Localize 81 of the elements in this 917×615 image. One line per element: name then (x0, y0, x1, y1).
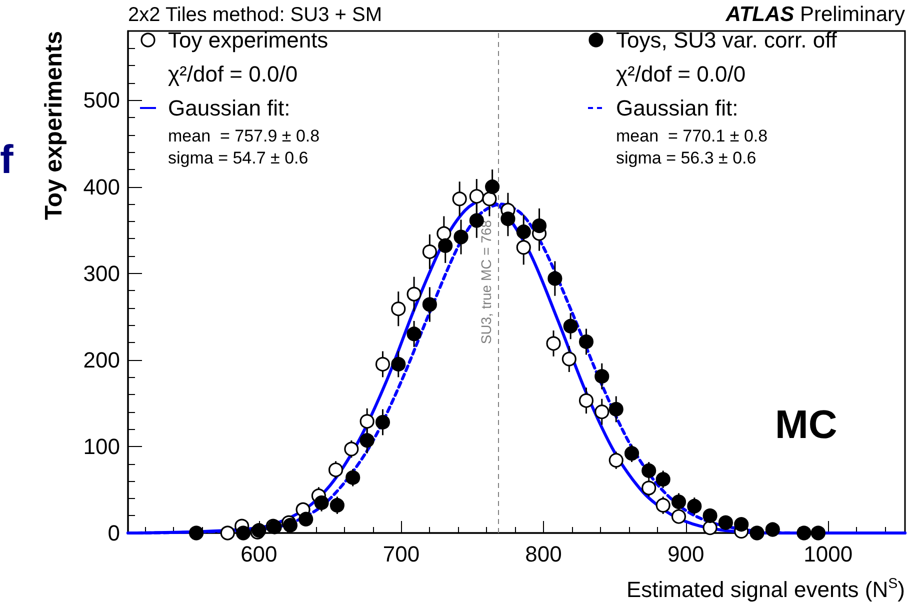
point (314, 495, 329, 510)
point (656, 472, 670, 487)
point (624, 446, 640, 461)
point (594, 404, 610, 420)
chart-title: 2x2 Tiles method: SU3 + SM (128, 4, 382, 26)
x-tick-label: 800 (525, 542, 562, 566)
point (220, 526, 235, 540)
point (578, 334, 594, 350)
point (765, 522, 780, 537)
point (548, 271, 562, 286)
point (594, 369, 610, 384)
text: f (0, 138, 14, 182)
point (438, 238, 453, 253)
point (375, 414, 390, 430)
point (482, 192, 497, 206)
point (422, 297, 437, 312)
point (346, 470, 360, 485)
y-axis-title: Toy experiments (40, 31, 68, 220)
point (344, 442, 359, 456)
y-tick-label: 200 (83, 347, 120, 372)
point (406, 286, 422, 302)
point (562, 352, 576, 366)
annotation: mean = 757.9 ± 0.8 (168, 126, 320, 146)
point (702, 520, 718, 536)
point (578, 393, 594, 408)
annotation: χ²/dof = 0.0/0 (168, 62, 298, 86)
legend-label: Gaussian fit: (168, 96, 290, 120)
point (810, 526, 826, 540)
point (406, 326, 422, 342)
annotation: χ²/dof = 0.0/0 (616, 62, 746, 86)
point (687, 498, 702, 514)
point (454, 230, 468, 244)
annotation: sigma = 54.7 ± 0.6 (168, 148, 308, 168)
point (563, 318, 578, 334)
point (360, 433, 374, 448)
point (452, 192, 467, 206)
point (500, 212, 516, 226)
point (391, 302, 406, 316)
point (282, 518, 298, 533)
point (436, 226, 452, 241)
point (236, 526, 251, 540)
point (189, 526, 204, 540)
point (298, 512, 314, 526)
point (656, 498, 670, 513)
x-tick-label: 700 (382, 542, 420, 566)
point (469, 189, 484, 204)
point (330, 498, 344, 513)
point (702, 508, 718, 523)
point (750, 526, 764, 540)
annotation: sigma = 56.3 ± 0.6 (616, 148, 756, 168)
legend-label: Toys, SU3 var. corr. off (616, 28, 838, 52)
point (608, 402, 624, 417)
point (485, 179, 500, 194)
text: ATLAS Preliminary (724, 3, 906, 26)
point (516, 224, 531, 240)
x-tick-label: 900 (667, 542, 704, 566)
point (422, 244, 437, 260)
point (328, 462, 344, 478)
point (671, 494, 686, 510)
annotation: mean = 770.1 ± 0.8 (616, 126, 768, 146)
y-tick-label: 0 (108, 520, 120, 546)
point (734, 517, 749, 532)
y-tick-label: 300 (83, 260, 120, 286)
legend-label: Toy experiments (168, 28, 328, 52)
point (546, 336, 561, 351)
y-tick-label: 100 (83, 434, 120, 459)
point (391, 356, 406, 372)
annotation: MC (775, 403, 838, 447)
point (796, 526, 812, 540)
x-tick-label: 600 (240, 542, 278, 566)
point (360, 414, 374, 429)
y-tick-label: 400 (83, 174, 120, 200)
legend-label: Gaussian fit: (616, 96, 738, 120)
y-tick-label: 500 (83, 88, 120, 113)
point (532, 218, 547, 234)
point (718, 515, 733, 530)
point (671, 509, 686, 524)
point (608, 453, 624, 468)
point (375, 356, 390, 372)
point (516, 240, 531, 255)
x-tick-label: 1000 (804, 542, 853, 566)
